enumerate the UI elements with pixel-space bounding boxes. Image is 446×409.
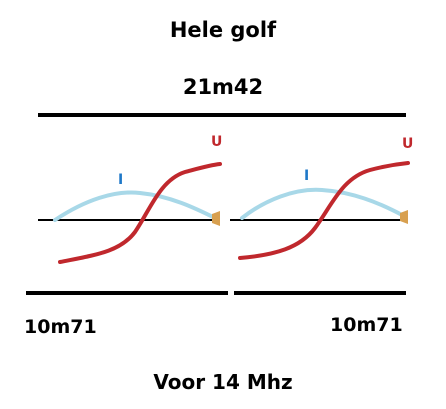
left-feed-point — [212, 211, 220, 226]
total-length-label: 21m42 — [182, 75, 264, 99]
left-current-curve — [53, 190, 217, 222]
left-voltage-label: U — [211, 134, 222, 150]
right-voltage-label: U — [402, 136, 413, 152]
right-half-wave: I U — [230, 136, 413, 295]
left-half-wave: I U — [26, 134, 228, 295]
right-voltage-curve — [238, 161, 410, 260]
right-feed-point — [400, 210, 408, 224]
right-half-length-label: 10m71 — [330, 314, 403, 336]
frequency-caption: Voor 14 Mhz — [153, 370, 293, 394]
diagram-title: Hele golf — [169, 18, 277, 42]
left-voltage-curve — [58, 162, 222, 264]
right-current-curve — [240, 187, 406, 220]
right-current-label: I — [304, 168, 309, 184]
left-half-length-label: 10m71 — [24, 316, 97, 338]
left-current-label: I — [118, 172, 123, 188]
